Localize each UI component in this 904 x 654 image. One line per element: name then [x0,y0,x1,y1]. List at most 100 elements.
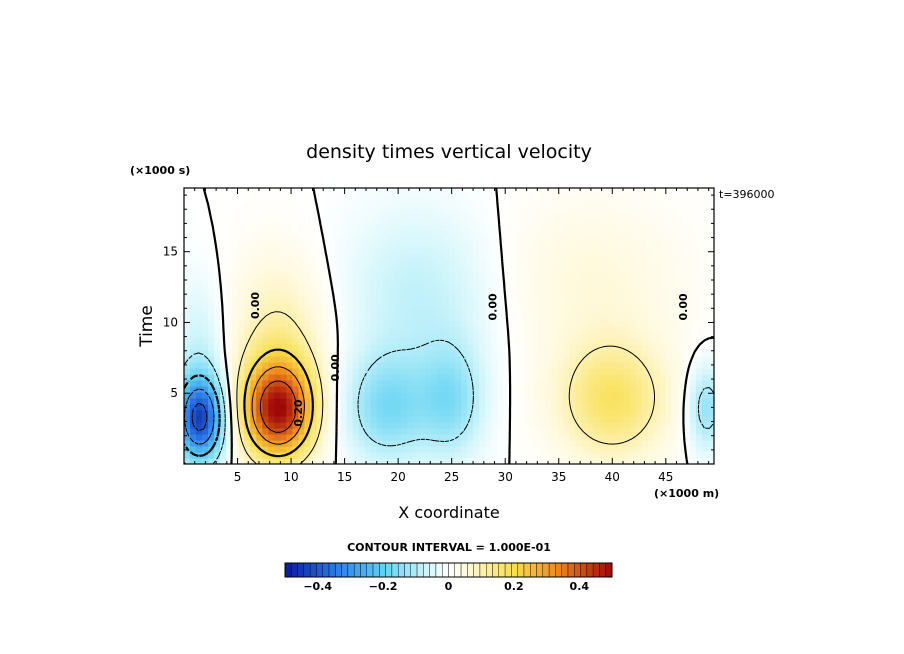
field-cell [310,374,318,381]
field-cell [593,326,601,333]
field-cell [244,344,251,351]
field-cell [479,356,486,363]
field-cell [641,206,649,213]
field-cell [473,260,480,267]
field-cell [244,266,251,273]
field-cell [479,398,486,405]
field-cell [461,254,468,261]
field-cell [707,236,714,243]
field-cell [418,434,426,441]
field-cell [539,272,546,279]
field-cell [382,230,390,237]
field-cell [569,428,577,435]
field-cell [376,356,384,363]
field-cell [184,356,191,363]
field-cell [521,416,528,423]
field-cell [328,194,336,201]
field-cell [370,332,378,339]
field-cell [623,338,631,345]
field-cell [521,362,528,369]
field-cell [665,440,673,447]
field-cell [497,308,504,315]
field-cell [455,206,462,213]
field-cell [593,440,601,447]
field-cell [436,392,444,399]
field-cell [557,404,565,411]
field-cell [310,350,318,357]
field-cell [545,434,552,441]
field-cell [647,344,655,351]
field-cell [575,398,583,405]
colorbar-segment [341,562,349,578]
field-cell [286,458,294,464]
field-cell [382,212,390,219]
field-cell [418,350,426,357]
field-cell [653,350,661,357]
field-cell [599,404,607,411]
field-cell [388,434,396,441]
field-cell [671,452,679,459]
field-cell [430,374,438,381]
field-cell [473,374,480,381]
field-cell [418,374,426,381]
field-cell [593,290,601,297]
field-cell [340,278,348,285]
field-cell [238,188,245,195]
field-cell [268,218,275,225]
field-cell [707,194,714,201]
field-cell [280,188,287,195]
field-cell [196,188,203,195]
field-cell [274,260,281,267]
field-cell [226,194,233,201]
field-cell [509,392,516,399]
field-cell [376,260,384,267]
field-cell [280,392,287,399]
field-cell [412,230,420,237]
field-cell [328,374,336,381]
field-cell [244,452,251,459]
field-cell [190,440,197,447]
field-cell [695,296,703,303]
field-cell [545,290,552,297]
field-cell [569,314,577,321]
field-cell [238,374,245,381]
field-cell [286,386,294,393]
field-cell [400,452,408,459]
field-cell [358,350,366,357]
colorbar-segment [303,562,311,578]
field-cell [485,332,492,339]
field-cell [671,374,679,381]
field-cell [533,434,540,441]
field-cell [659,284,667,291]
field-cell [418,254,426,261]
field-cell [244,194,251,201]
field-cell [653,362,661,369]
field-cell [376,332,384,339]
field-cell [250,188,257,195]
field-cell [479,278,486,285]
field-cell [298,194,306,201]
field-cell [262,236,269,243]
field-cell [521,290,528,297]
field-cell [695,422,703,429]
field-cell [388,236,396,243]
field-cell [340,338,348,345]
field-cell [436,272,444,279]
field-cell [545,302,552,309]
field-cell [274,362,281,369]
field-cell [671,206,679,213]
field-cell [455,254,462,261]
field-cell [262,344,269,351]
field-cell [280,272,287,279]
field-cell [430,290,438,297]
field-cell [310,428,318,435]
field-cell [653,452,661,459]
field-cell [238,338,245,345]
field-cell [617,458,625,464]
field-cell [388,278,396,285]
field-cell [665,356,673,363]
field-cell [340,392,348,399]
field-cell [557,248,565,255]
field-cell [527,386,534,393]
field-cell [250,254,257,261]
